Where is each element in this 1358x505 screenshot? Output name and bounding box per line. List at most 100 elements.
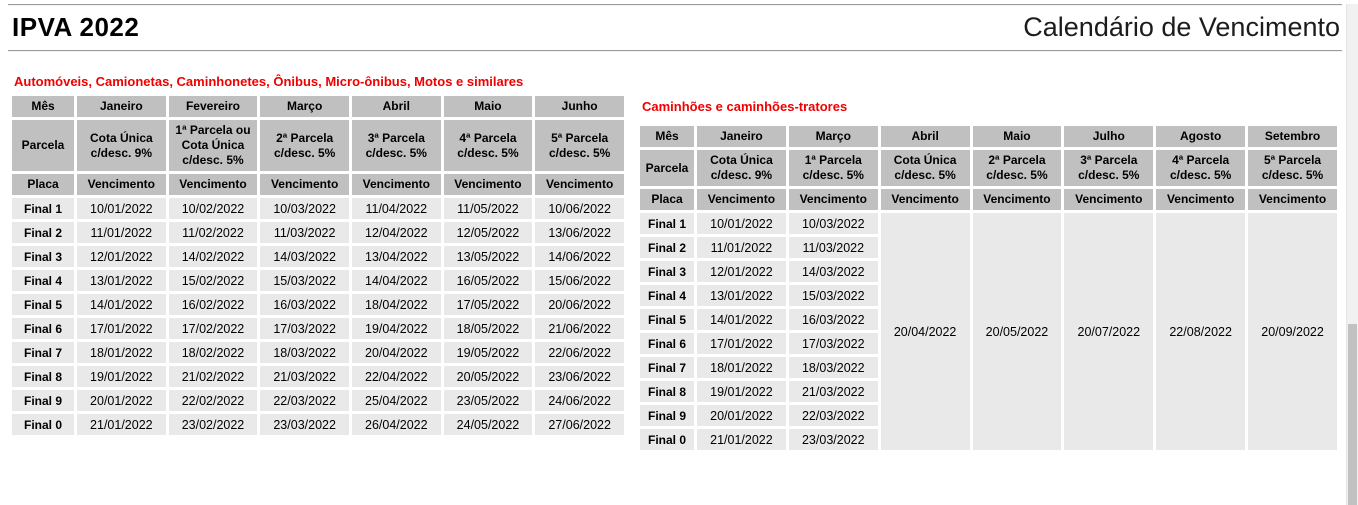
date-cell: 12/05/2022 xyxy=(443,222,533,243)
table-caption-caminhoes: Caminhões e caminhões-tratores xyxy=(642,99,848,114)
placa-final-cell: Final 1 xyxy=(640,213,694,234)
date-cell: 21/03/2022 xyxy=(260,366,349,387)
date-cell: 18/03/2022 xyxy=(788,357,878,378)
date-cell: 21/06/2022 xyxy=(535,318,624,339)
parcela-desc-cell: 3ª Parcela c/desc. 5% xyxy=(1064,150,1154,186)
date-cell: 21/01/2022 xyxy=(697,429,786,450)
month-header-cell: Junho xyxy=(535,96,624,117)
date-cell: 17/01/2022 xyxy=(697,333,786,354)
date-cell: 18/04/2022 xyxy=(351,294,441,315)
parcela-desc-cell: 4ª Parcela c/desc. 5% xyxy=(1156,150,1246,186)
parcela-desc-cell: 3ª Parcela c/desc. 5% xyxy=(351,120,441,171)
placa-final-cell: Final 0 xyxy=(640,429,694,450)
vertical-scrollbar[interactable] xyxy=(1346,4,1358,505)
date-cell: 14/01/2022 xyxy=(697,309,786,330)
month-header-cell: Maio xyxy=(443,96,533,117)
placa-final-cell: Final 8 xyxy=(640,381,694,402)
table-caption-automoveis: Automóveis, Camionetas, Caminhonetes, Ôn… xyxy=(14,74,524,89)
month-header-cell: Março xyxy=(788,126,878,147)
page-header: IPVA 2022 Calendário de Vencimento xyxy=(0,6,1358,50)
date-cell: 10/03/2022 xyxy=(260,198,349,219)
vencimento-header-cell: Vencimento xyxy=(535,174,624,195)
date-cell: 17/03/2022 xyxy=(260,318,349,339)
table-row: Final 7 18/01/2022 18/03/2022 xyxy=(640,357,1337,378)
parcela-desc-cell: Cota Única c/desc. 9% xyxy=(697,150,786,186)
date-cell: 26/04/2022 xyxy=(351,414,441,435)
date-cell: 13/05/2022 xyxy=(443,246,533,267)
date-cell: 10/03/2022 xyxy=(788,213,878,234)
date-cell: 18/03/2022 xyxy=(260,342,349,363)
date-cell: 14/02/2022 xyxy=(168,246,258,267)
date-cell: 23/03/2022 xyxy=(260,414,349,435)
date-cell: 17/01/2022 xyxy=(77,318,166,339)
placa-final-cell: Final 8 xyxy=(12,366,74,387)
placa-final-cell: Final 7 xyxy=(12,342,74,363)
date-cell: 21/03/2022 xyxy=(788,381,878,402)
vencimento-header-cell: Vencimento xyxy=(168,174,258,195)
header-divider xyxy=(8,50,1342,52)
section-automoveis: Automóveis, Camionetas, Caminhonetes, Ôn… xyxy=(12,72,624,438)
table-row: Final 1 10/01/2022 10/03/2022 20/04/2022 20/… xyxy=(640,213,1337,450)
parcela-header-cell: Parcela xyxy=(640,150,694,186)
parcela-desc-cell: Cota Única c/desc. 9% xyxy=(77,120,166,171)
date-cell: 14/03/2022 xyxy=(260,246,349,267)
placa-final-cell: Final 3 xyxy=(640,261,694,282)
parcela-desc-cell: 4ª Parcela c/desc. 5% xyxy=(443,120,533,171)
month-header-cell: Abril xyxy=(351,96,441,117)
month-header-cell: Fevereiro xyxy=(168,96,258,117)
vencimento-header-cell: Vencimento xyxy=(697,189,786,210)
month-header-cell: Julho xyxy=(1064,126,1154,147)
parcela-desc-cell: 5ª Parcela c/desc. 5% xyxy=(1248,150,1337,186)
merged-date-cell: 20/05/2022 xyxy=(972,213,1062,450)
vencimento-header-cell: Vencimento xyxy=(788,189,878,210)
parcela-desc-cell: 2ª Parcela c/desc. 5% xyxy=(972,150,1062,186)
date-cell: 13/01/2022 xyxy=(697,285,786,306)
parcela-desc-cell: Cota Única c/desc. 5% xyxy=(880,150,970,186)
date-cell: 18/02/2022 xyxy=(168,342,258,363)
page-subtitle: Calendário de Vencimento xyxy=(1023,12,1340,42)
main-content: Automóveis, Camionetas, Caminhonetes, Ôn… xyxy=(0,52,1358,453)
table-automoveis: Mês Janeiro Fevereiro Março Abril Maio Junho Pa… xyxy=(9,93,627,438)
date-cell: 22/03/2022 xyxy=(260,390,349,411)
parcela-desc-cell: 1ª Parcela c/desc. 5% xyxy=(788,150,878,186)
date-cell: 19/04/2022 xyxy=(351,318,441,339)
table-row: Final 2 11/01/2022 11/02/2022 11/03/2022 12/… xyxy=(12,222,624,243)
vencimento-header-cell: Vencimento xyxy=(880,189,970,210)
date-cell: 14/03/2022 xyxy=(788,261,878,282)
date-cell: 27/06/2022 xyxy=(535,414,624,435)
month-header-cell: Março xyxy=(260,96,349,117)
placa-final-cell: Final 1 xyxy=(12,198,74,219)
date-cell: 15/03/2022 xyxy=(260,270,349,291)
date-cell: 24/05/2022 xyxy=(443,414,533,435)
date-cell: 22/06/2022 xyxy=(535,342,624,363)
vencimento-header-cell: Vencimento xyxy=(1248,189,1337,210)
date-cell: 16/03/2022 xyxy=(260,294,349,315)
month-header-cell: Maio xyxy=(972,126,1062,147)
placa-final-cell: Final 0 xyxy=(12,414,74,435)
date-cell: 20/04/2022 xyxy=(351,342,441,363)
top-divider xyxy=(8,4,1342,6)
placa-final-cell: Final 2 xyxy=(12,222,74,243)
date-cell: 18/01/2022 xyxy=(77,342,166,363)
scrollbar-thumb[interactable] xyxy=(1348,324,1357,505)
date-cell: 13/06/2022 xyxy=(535,222,624,243)
table-row: Final 6 17/01/2022 17/03/2022 xyxy=(640,333,1337,354)
table-row: Final 8 19/01/2022 21/02/2022 21/03/2022 22/… xyxy=(12,366,624,387)
date-cell: 20/06/2022 xyxy=(535,294,624,315)
date-cell: 11/03/2022 xyxy=(788,237,878,258)
date-cell: 11/02/2022 xyxy=(168,222,258,243)
date-cell: 23/02/2022 xyxy=(168,414,258,435)
table-caminhoes: Mês Janeiro Março Abril Maio Julho Agosto Setem… xyxy=(637,123,1340,453)
merged-date-cell: 20/07/2022 xyxy=(1064,213,1154,450)
date-cell: 10/06/2022 xyxy=(535,198,624,219)
date-cell: 22/02/2022 xyxy=(168,390,258,411)
date-cell: 11/03/2022 xyxy=(260,222,349,243)
date-cell: 11/01/2022 xyxy=(697,237,786,258)
placa-final-cell: Final 6 xyxy=(640,333,694,354)
vencimento-header-cell: Vencimento xyxy=(443,174,533,195)
placa-final-cell: Final 2 xyxy=(640,237,694,258)
vencimento-header-cell: Vencimento xyxy=(1156,189,1246,210)
vencimento-header-cell: Vencimento xyxy=(260,174,349,195)
date-cell: 11/05/2022 xyxy=(443,198,533,219)
table-row: Final 5 14/01/2022 16/02/2022 16/03/2022 18/… xyxy=(12,294,624,315)
